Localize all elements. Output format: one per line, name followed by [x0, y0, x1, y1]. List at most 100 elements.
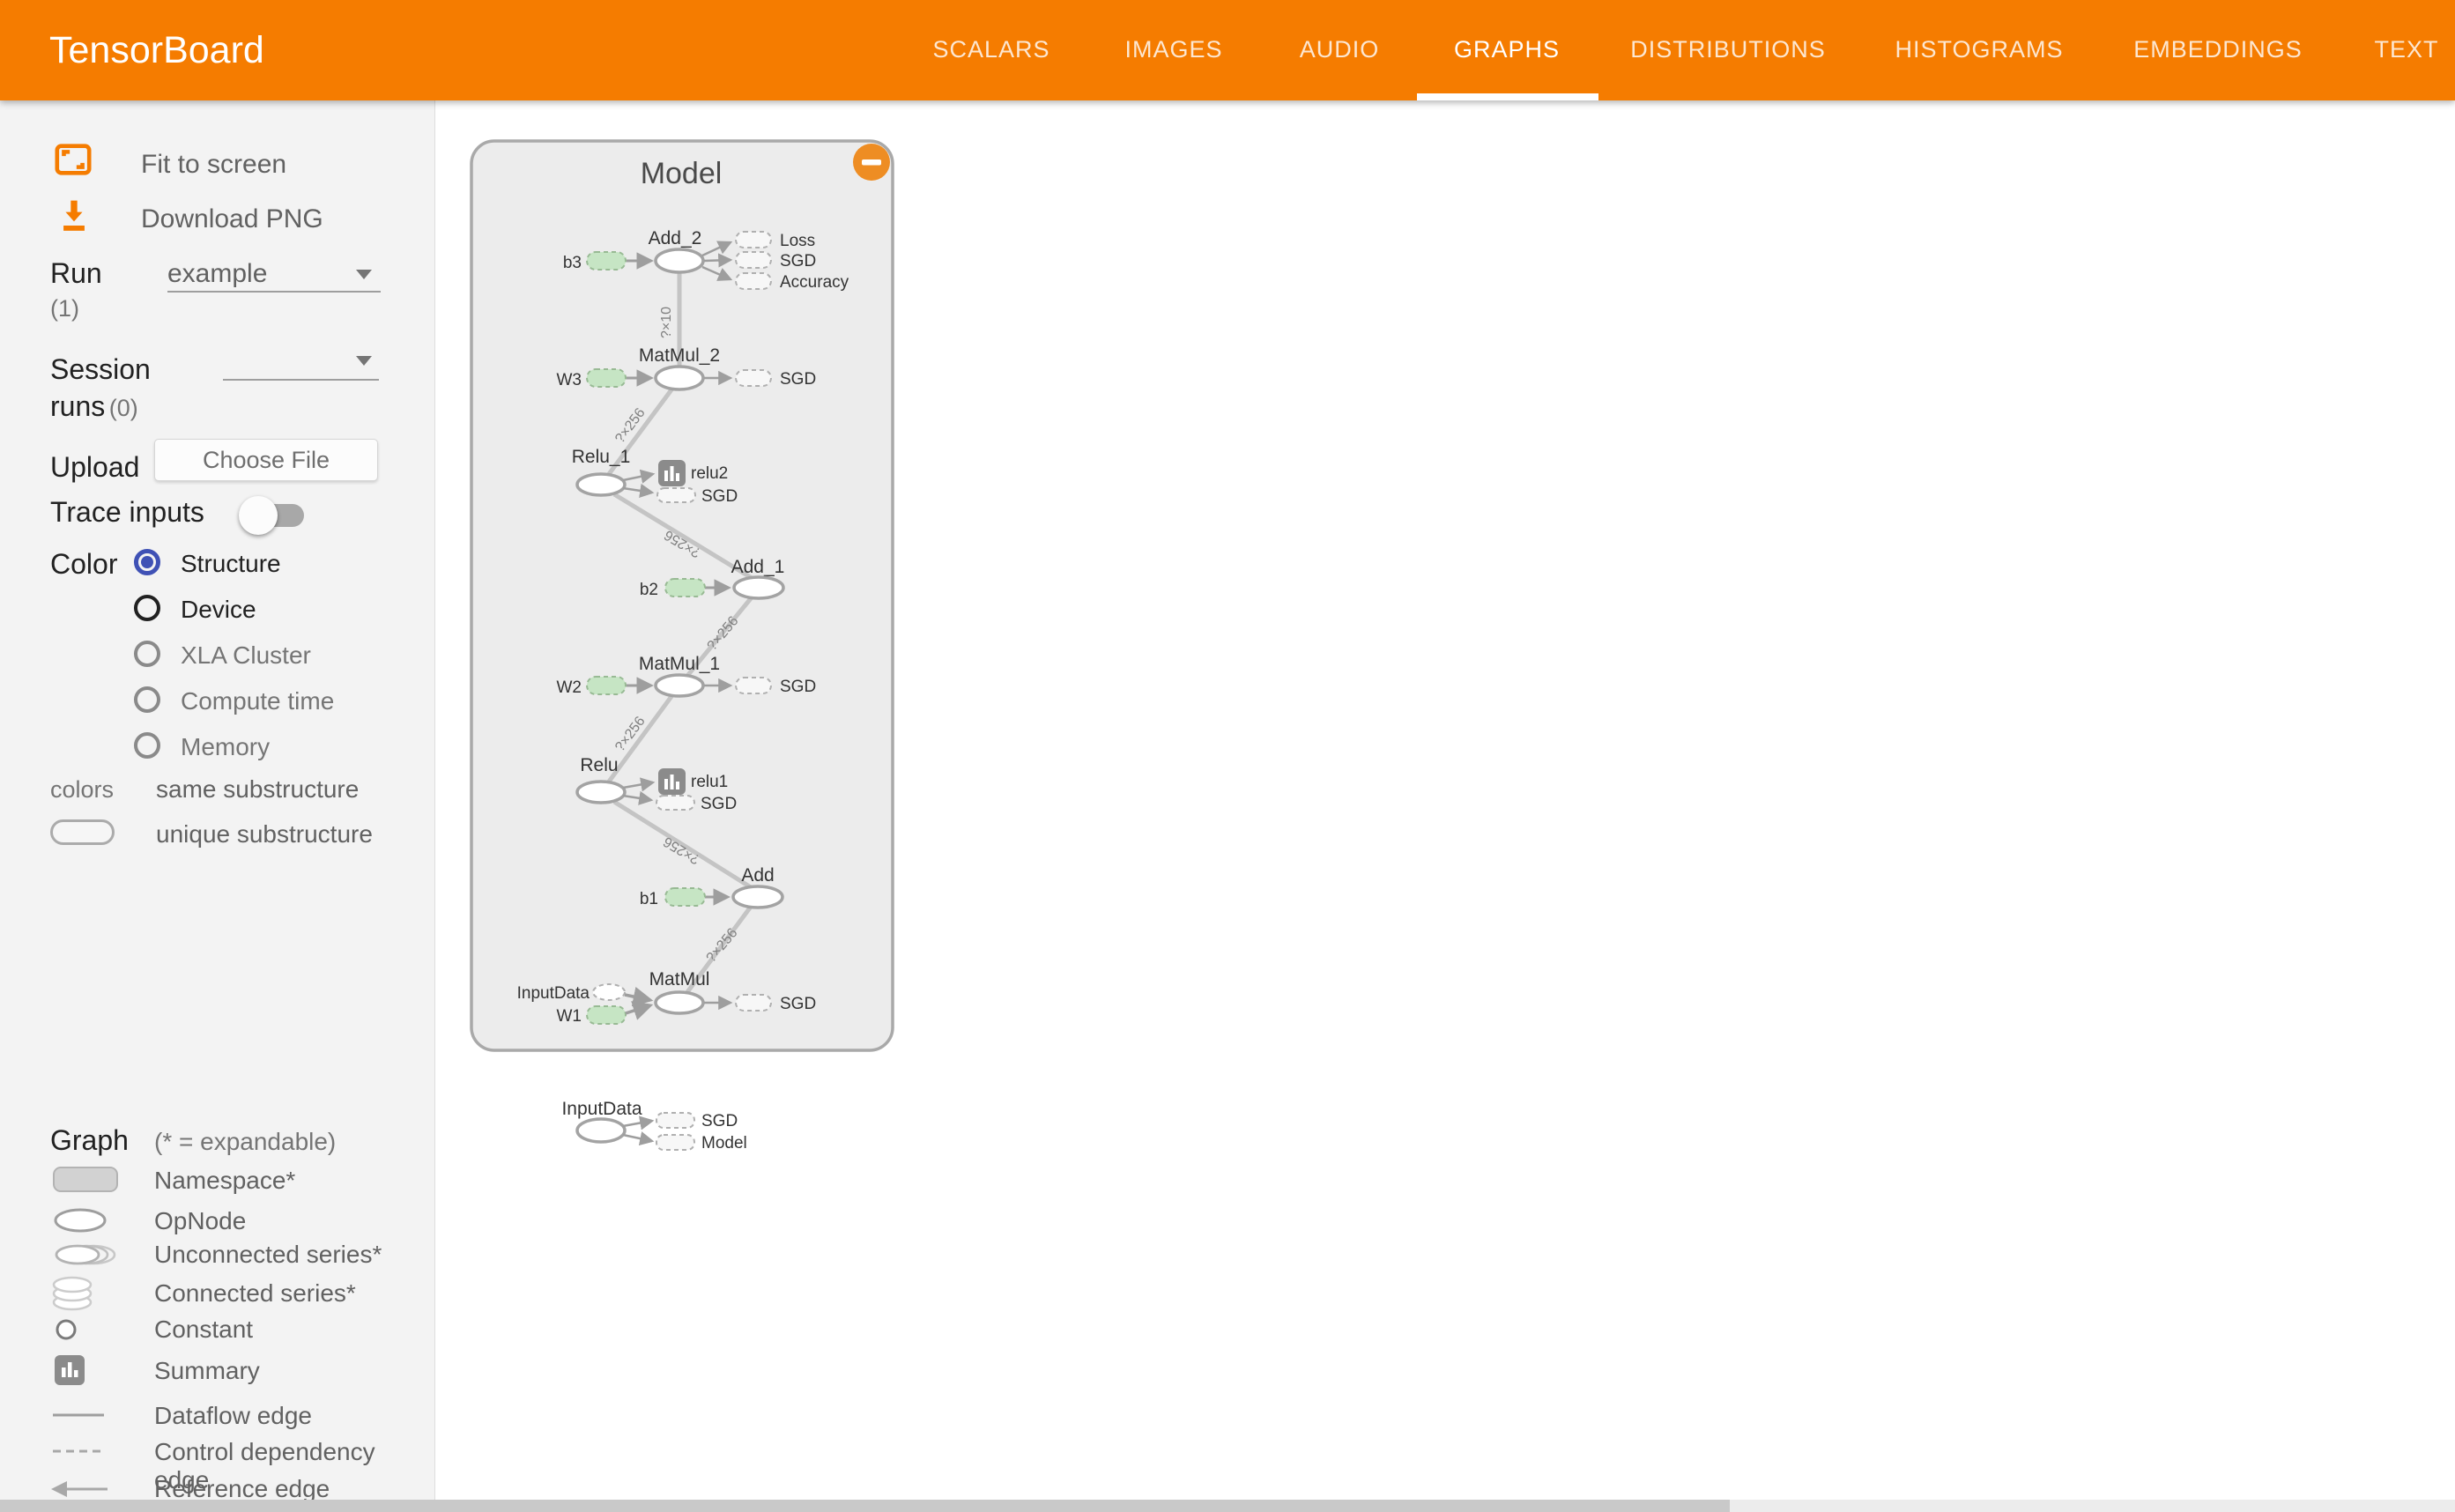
run-label: Run: [50, 257, 102, 289]
stub-matmul2-sgd[interactable]: [735, 369, 772, 387]
const-node-b1[interactable]: [664, 887, 706, 907]
colors-key-same: same substructure: [156, 775, 360, 803]
summary-node-relu2[interactable]: [658, 460, 686, 486]
stub-add2-sgd[interactable]: [735, 251, 772, 269]
model-namespace-title: Model: [641, 157, 723, 190]
horizontal-scrollbar: [0, 1500, 2455, 1512]
arrow-add2-loss: [701, 241, 733, 257]
summary-label-relu1: relu1: [691, 773, 728, 791]
const-node-w3[interactable]: [586, 368, 627, 388]
tab-scalars[interactable]: SCALARS: [932, 36, 1050, 63]
edge-add1-relu1: [612, 492, 753, 581]
stub-relu-sgd[interactable]: [656, 795, 695, 811]
const-node-b3[interactable]: [586, 251, 627, 271]
tab-distributions[interactable]: DISTRIBUTIONS: [1630, 36, 1826, 63]
legend-namespace-label: Namespace*: [154, 1167, 296, 1194]
session-runs-caret-icon[interactable]: [356, 356, 372, 366]
legend-unconnected-series-label: Unconnected series*: [154, 1241, 382, 1268]
const-label-w1: W1: [557, 1007, 582, 1026]
run-select[interactable]: example: [167, 259, 268, 288]
tab-histograms[interactable]: HISTOGRAMS: [1895, 36, 2064, 63]
opnode-matmul2[interactable]: [654, 365, 705, 391]
arrow-w1-matmul: [625, 1001, 654, 1020]
tab-text[interactable]: TEXT: [2374, 36, 2439, 63]
stub-loss[interactable]: [735, 231, 772, 248]
const-node-b2[interactable]: [664, 578, 706, 597]
run-select-caret-icon[interactable]: [356, 270, 372, 279]
stub-accuracy[interactable]: [735, 272, 772, 290]
session-runs-label-line2: runs (0): [50, 390, 138, 422]
node-label-add2: Add_2: [649, 228, 702, 248]
node-label-relu1: Relu_1: [572, 447, 631, 467]
radio-structure[interactable]: [134, 549, 160, 575]
choose-file-button[interactable]: Choose File: [154, 439, 378, 481]
radio-compute-time[interactable]: [134, 686, 160, 713]
arrow-relu-sgd: [622, 790, 654, 805]
legend-dataflow-edge-label: Dataflow edge: [154, 1402, 313, 1429]
run-select-underline: [167, 291, 381, 293]
opnode-matmul1[interactable]: [654, 673, 705, 698]
const-label-b3: b3: [563, 254, 582, 272]
tab-graphs[interactable]: GRAPHS: [1453, 36, 1561, 63]
edge-relu-matmul1: [606, 693, 675, 783]
colors-key-caption: colors: [50, 776, 115, 803]
opnode-add1[interactable]: [732, 575, 785, 600]
radio-xla-cluster-label[interactable]: XLA Cluster: [181, 641, 311, 669]
tab-embeddings[interactable]: EMBEDDINGS: [2133, 36, 2303, 63]
model-graph-svg: Model ?×10 ?×256 ?×256 ?×256 ?×256 ?×256…: [470, 139, 894, 1153]
radio-structure-label[interactable]: Structure: [181, 550, 281, 577]
fit-to-screen-button[interactable]: Fit to screen: [141, 150, 287, 179]
stub-label-relu1-sgd: SGD: [701, 487, 738, 506]
const-node-w2[interactable]: [586, 676, 627, 695]
opnode-matmul[interactable]: [654, 990, 705, 1015]
radio-memory[interactable]: [134, 732, 160, 759]
horizontal-scrollbar-thumb[interactable]: [0, 1500, 1730, 1512]
radio-compute-time-label[interactable]: Compute time: [181, 687, 335, 715]
download-png-icon[interactable]: [55, 196, 93, 236]
graph-controls-sidebar: Fit to screen Download PNG Run (1) examp…: [0, 100, 435, 1512]
tab-audio[interactable]: AUDIO: [1299, 36, 1380, 63]
stub-label-add2-sgd: SGD: [780, 252, 816, 271]
stub-matmul1-sgd[interactable]: [735, 677, 772, 694]
minus-icon: [862, 159, 881, 166]
radio-device-label[interactable]: Device: [181, 596, 256, 623]
opnode-relu1[interactable]: [575, 472, 627, 497]
session-runs-select[interactable]: [223, 379, 379, 381]
opnode-icon: [54, 1208, 107, 1233]
tab-images[interactable]: IMAGES: [1124, 36, 1223, 63]
radio-device[interactable]: [134, 595, 160, 621]
summary-node-relu1[interactable]: [658, 768, 686, 795]
stub-inputdata-model[interactable]: [656, 1134, 695, 1151]
dataflow-edge-icon: [53, 1413, 104, 1417]
stub-matmul-sgd[interactable]: [735, 994, 772, 1012]
collapse-model-button[interactable]: [853, 144, 890, 181]
legend-reference-edge-label: Reference edge: [154, 1475, 330, 1502]
upload-label: Upload: [50, 451, 140, 483]
stub-inputdata-sgd[interactable]: [656, 1112, 695, 1129]
opnode-add2[interactable]: [654, 248, 705, 274]
edge-add-relu: [612, 799, 753, 890]
download-png-button[interactable]: Download PNG: [141, 204, 323, 233]
opnode-relu[interactable]: [575, 780, 627, 804]
const-label-b1: b1: [640, 890, 658, 908]
const-node-w1[interactable]: [586, 1005, 627, 1025]
active-tab-underline: [1417, 93, 1598, 100]
fit-to-screen-icon[interactable]: [53, 139, 93, 180]
node-label-add: Add: [741, 865, 774, 886]
stub-label-accuracy: Accuracy: [780, 273, 849, 292]
stub-relu1-sgd[interactable]: [656, 487, 696, 503]
ref-node-inputdata[interactable]: [592, 983, 626, 1001]
node-label-matmul1: MatMul_1: [639, 654, 720, 674]
trace-inputs-toggle-knob[interactable]: [239, 496, 278, 535]
legend-opnode-label: OpNode: [154, 1207, 247, 1234]
stub-label-matmul1-sgd: SGD: [780, 678, 816, 696]
radio-memory-label[interactable]: Memory: [181, 733, 271, 760]
control-dependency-edge-icon: [53, 1449, 104, 1453]
arrow-relu-summary: [622, 777, 656, 792]
arrow-add2-accuracy: [701, 265, 733, 281]
app-header: TensorBoard SCALARS IMAGES AUDIO GRAPHS …: [0, 0, 2455, 100]
radio-xla-cluster[interactable]: [134, 641, 160, 667]
opnode-add[interactable]: [731, 885, 784, 909]
opnode-inputdata-main[interactable]: [575, 1117, 627, 1144]
edge-matmul1-add1: [686, 596, 753, 678]
